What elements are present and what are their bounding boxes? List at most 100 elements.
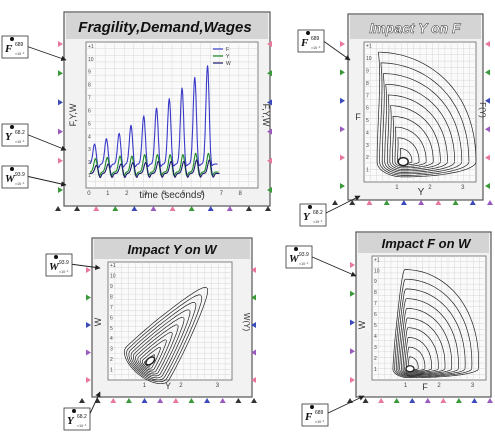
slider-tick-marker[interactable] bbox=[362, 398, 369, 403]
slider-side-marker[interactable] bbox=[267, 187, 272, 193]
slider-tick-marker[interactable] bbox=[93, 206, 100, 211]
slider-side-marker[interactable] bbox=[350, 348, 355, 355]
slider-W3[interactable]: W 93.9 ×10⁻³ bbox=[45, 253, 101, 277]
slider-tick-marker[interactable] bbox=[393, 398, 400, 403]
slider-knob[interactable] bbox=[308, 205, 312, 209]
slider-side-marker[interactable] bbox=[86, 322, 91, 328]
slider-side-marker[interactable] bbox=[251, 322, 256, 328]
slider-knob[interactable] bbox=[10, 37, 14, 41]
slider-side-marker[interactable] bbox=[485, 41, 490, 47]
slider-tick-marker[interactable] bbox=[79, 398, 85, 403]
slider-side-marker[interactable] bbox=[340, 126, 345, 133]
slider-side-marker[interactable] bbox=[350, 377, 355, 383]
slider-box[interactable] bbox=[1, 35, 29, 59]
slider-Y1[interactable]: Y 68.2 ×10⁻³ bbox=[1, 123, 67, 151]
slider-side-marker[interactable] bbox=[58, 157, 63, 164]
slider-tick-marker[interactable] bbox=[378, 398, 385, 403]
slider-side-marker[interactable] bbox=[350, 290, 355, 297]
slider-tick-marker[interactable] bbox=[487, 398, 493, 403]
slider-side-marker[interactable] bbox=[485, 126, 490, 133]
slider-side-marker[interactable] bbox=[58, 41, 63, 47]
slider-tick-marker[interactable] bbox=[110, 398, 117, 403]
slider-F1[interactable]: F 689 ×10⁻³ bbox=[1, 35, 67, 61]
slider-side-marker[interactable] bbox=[251, 294, 256, 301]
slider-side-marker[interactable] bbox=[485, 154, 490, 161]
slider-box[interactable] bbox=[63, 407, 91, 431]
slider-side-marker[interactable] bbox=[340, 69, 345, 76]
slider-box[interactable] bbox=[285, 245, 313, 269]
slider-tick-marker[interactable] bbox=[172, 398, 179, 403]
slider-tick-marker[interactable] bbox=[265, 206, 271, 211]
slider-tick-marker[interactable] bbox=[455, 398, 462, 403]
slider-side-marker[interactable] bbox=[58, 70, 63, 77]
slider-side-marker[interactable] bbox=[350, 262, 355, 268]
slider-side-marker[interactable] bbox=[267, 157, 272, 164]
slider-Y2[interactable]: Y 68.2 ×10⁻³ bbox=[299, 195, 361, 227]
slider-knob[interactable] bbox=[72, 409, 76, 413]
slider-W4[interactable]: W 93.9 ×10⁻³ bbox=[285, 245, 357, 277]
slider-tick-marker[interactable] bbox=[94, 398, 101, 403]
slider-tick-marker[interactable] bbox=[383, 200, 390, 205]
slider-tick-marker[interactable] bbox=[409, 398, 416, 403]
slider-tick-marker[interactable] bbox=[55, 206, 61, 211]
slider-box[interactable] bbox=[301, 403, 329, 427]
slider-tick-marker[interactable] bbox=[112, 206, 119, 211]
slider-knob[interactable] bbox=[10, 125, 14, 129]
slider-side-marker[interactable] bbox=[350, 319, 355, 326]
slider-F2[interactable]: F 689 ×10⁻³ bbox=[297, 29, 351, 61]
slider-box[interactable] bbox=[1, 165, 29, 189]
slider-knob[interactable] bbox=[54, 255, 58, 259]
slider-tick-marker[interactable] bbox=[125, 398, 132, 403]
slider-tick-marker[interactable] bbox=[471, 398, 478, 403]
slider-side-marker[interactable] bbox=[485, 69, 490, 76]
slider-tick-marker[interactable] bbox=[204, 398, 211, 403]
slider-box[interactable] bbox=[297, 29, 325, 53]
slider-tick-marker[interactable] bbox=[74, 206, 81, 211]
slider-side-marker[interactable] bbox=[251, 377, 256, 383]
slider-tick-marker[interactable] bbox=[418, 200, 425, 205]
slider-tick-marker[interactable] bbox=[251, 398, 257, 403]
slider-box[interactable] bbox=[299, 203, 327, 227]
slider-side-marker[interactable] bbox=[251, 349, 256, 356]
slider-side-marker[interactable] bbox=[340, 183, 345, 189]
slider-tick-marker[interactable] bbox=[332, 200, 338, 205]
slider-side-marker[interactable] bbox=[58, 128, 63, 135]
slider-Y3[interactable]: Y 68.2 ×10⁻³ bbox=[63, 391, 101, 431]
slider-tick-marker[interactable] bbox=[226, 206, 233, 211]
slider-side-marker[interactable] bbox=[267, 41, 272, 47]
slider-box[interactable] bbox=[45, 253, 73, 277]
slider-knob[interactable] bbox=[10, 167, 14, 171]
slider-tick-marker[interactable] bbox=[235, 398, 242, 403]
slider-side-marker[interactable] bbox=[267, 99, 272, 106]
slider-knob[interactable] bbox=[310, 405, 314, 409]
slider-side-marker[interactable] bbox=[267, 128, 272, 135]
slider-F4[interactable]: F 689 ×10⁻³ bbox=[301, 395, 365, 427]
slider-tick-marker[interactable] bbox=[245, 206, 252, 211]
slider-tick-marker[interactable] bbox=[141, 398, 148, 403]
slider-W1[interactable]: W 93.9 ×10⁻³ bbox=[1, 165, 67, 189]
slider-box[interactable] bbox=[1, 123, 29, 147]
slider-side-marker[interactable] bbox=[340, 97, 345, 104]
slider-side-marker[interactable] bbox=[251, 267, 256, 273]
slider-tick-marker[interactable] bbox=[188, 206, 195, 211]
slider-tick-marker[interactable] bbox=[487, 200, 493, 205]
slider-tick-marker[interactable] bbox=[349, 200, 356, 205]
slider-side-marker[interactable] bbox=[86, 294, 91, 301]
slider-tick-marker[interactable] bbox=[219, 398, 226, 403]
slider-side-marker[interactable] bbox=[340, 154, 345, 161]
slider-side-marker[interactable] bbox=[86, 349, 91, 356]
slider-knob[interactable] bbox=[294, 247, 298, 251]
slider-tick-marker[interactable] bbox=[452, 200, 459, 205]
slider-tick-marker[interactable] bbox=[188, 398, 195, 403]
slider-side-marker[interactable] bbox=[86, 377, 91, 383]
slider-tick-marker[interactable] bbox=[207, 206, 214, 211]
slider-tick-marker[interactable] bbox=[400, 200, 407, 205]
slider-tick-marker[interactable] bbox=[150, 206, 157, 211]
slider-side-marker[interactable] bbox=[267, 70, 272, 77]
slider-knob[interactable] bbox=[306, 31, 310, 35]
slider-tick-marker[interactable] bbox=[440, 398, 447, 403]
slider-side-marker[interactable] bbox=[58, 99, 63, 106]
slider-tick-marker[interactable] bbox=[435, 200, 442, 205]
slider-side-marker[interactable] bbox=[485, 183, 490, 189]
slider-tick-marker[interactable] bbox=[469, 200, 476, 205]
